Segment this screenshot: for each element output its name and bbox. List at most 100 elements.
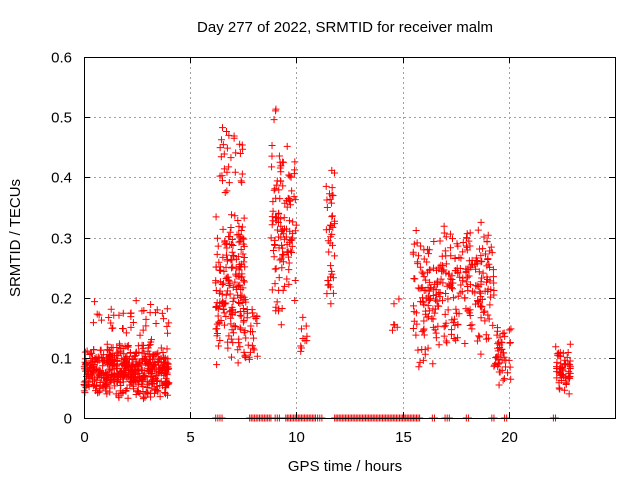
- data-point: [432, 334, 440, 342]
- data-point: [447, 330, 455, 338]
- data-point: [436, 289, 444, 297]
- data-point: [288, 242, 296, 250]
- data-point: [452, 305, 460, 313]
- data-point: [139, 344, 147, 352]
- data-point: [84, 380, 92, 388]
- data-point: [222, 251, 230, 259]
- data-point: [244, 309, 252, 317]
- data-point: [145, 341, 153, 349]
- data-point: [323, 203, 331, 211]
- data-point: [431, 326, 439, 334]
- data-point: [130, 385, 138, 393]
- data-point: [286, 172, 294, 180]
- data-point: [454, 269, 462, 277]
- data-point: [487, 293, 495, 301]
- data-point: [322, 182, 330, 190]
- data-point: [489, 273, 497, 281]
- data-point: [225, 179, 233, 187]
- data-point: [234, 217, 242, 225]
- data-point: [429, 292, 437, 300]
- data-point: [495, 368, 503, 376]
- data-point: [215, 318, 223, 326]
- data-point: [327, 222, 335, 230]
- data-point: [223, 127, 231, 135]
- data-point: [324, 277, 332, 285]
- data-point: [442, 260, 450, 268]
- data-point: [147, 355, 155, 363]
- data-point: [129, 363, 137, 371]
- data-point: [273, 181, 281, 189]
- data-point: [164, 329, 172, 337]
- data-point: [390, 300, 398, 308]
- data-point: [103, 340, 111, 348]
- data-point: [216, 172, 224, 180]
- data-point: [277, 177, 285, 185]
- data-point: [212, 263, 220, 271]
- data-point: [227, 223, 235, 231]
- data-point: [253, 352, 261, 360]
- data-point: [472, 282, 480, 290]
- data-point: [491, 361, 499, 369]
- data-point: [239, 304, 247, 312]
- data-point: [448, 285, 456, 293]
- data-point: [473, 337, 481, 345]
- data-point: [129, 376, 137, 384]
- data-point: [161, 370, 169, 378]
- data-point: [441, 310, 449, 318]
- data-point: [110, 377, 118, 385]
- y-axis-label: SRMTID / TECUs: [7, 179, 24, 297]
- data-point: [138, 349, 146, 357]
- data-point: [237, 227, 245, 235]
- data-point: [218, 172, 226, 180]
- data-point: [281, 282, 289, 290]
- data-point: [217, 136, 225, 144]
- data-point: [215, 258, 223, 266]
- data-point: [413, 258, 421, 266]
- data-point: [128, 355, 136, 363]
- data-point: [232, 272, 240, 280]
- data-point: [290, 193, 298, 201]
- data-point: [291, 196, 299, 204]
- data-point: [412, 331, 420, 339]
- data-point: [484, 287, 492, 295]
- data-point: [237, 273, 245, 281]
- data-point: [229, 263, 237, 271]
- data-point: [325, 248, 333, 256]
- data-point: [214, 242, 222, 250]
- data-point: [412, 227, 420, 235]
- data-point: [143, 359, 151, 367]
- data-point: [277, 168, 285, 176]
- data-point: [142, 322, 150, 330]
- data-point: [213, 329, 221, 337]
- data-point: [242, 334, 250, 342]
- data-point: [239, 318, 247, 326]
- data-point: [495, 381, 503, 389]
- data-point: [479, 308, 487, 316]
- data-point: [325, 281, 333, 289]
- data-point: [224, 338, 232, 346]
- data-point: [429, 305, 437, 313]
- data-point: [282, 225, 290, 233]
- data-point: [555, 384, 563, 392]
- data-point: [223, 257, 231, 265]
- data-point: [106, 346, 114, 354]
- data-point: [89, 319, 97, 327]
- data-point: [92, 387, 100, 395]
- data-point: [430, 237, 438, 245]
- data-point: [559, 367, 567, 375]
- data-point: [476, 333, 484, 341]
- data-point: [239, 240, 247, 248]
- data-point: [238, 223, 246, 231]
- data-point: [278, 305, 286, 313]
- data-point: [477, 303, 485, 311]
- data-point: [419, 299, 427, 307]
- data-point: [228, 311, 236, 319]
- data-point: [328, 184, 336, 192]
- data-point: [232, 149, 240, 157]
- data-point: [442, 269, 450, 277]
- data-point: [494, 327, 502, 335]
- data-point: [482, 335, 490, 343]
- data-point: [272, 265, 280, 273]
- data-point: [236, 311, 244, 319]
- data-point: [275, 274, 283, 282]
